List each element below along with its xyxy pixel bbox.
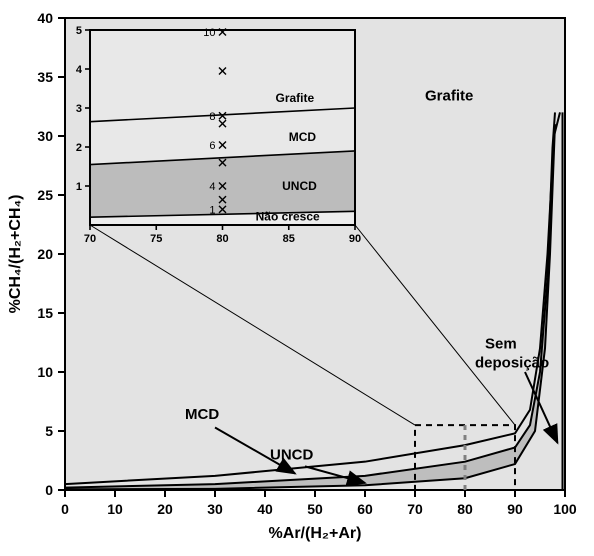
inset-xtick-label: 75	[150, 233, 162, 245]
inset-point-label: 4	[209, 181, 215, 193]
inset-point-label: 6	[209, 140, 215, 152]
label-grafite: Grafite	[425, 88, 473, 105]
inset-point-label: 10	[203, 27, 215, 39]
y-tick-label: 5	[45, 423, 53, 439]
inset-xtick-label: 90	[349, 233, 361, 245]
y-axis-title: %CH₄/(H₂+CH₄)	[7, 195, 24, 314]
inset-xtick-label: 85	[283, 233, 295, 245]
inset-point-label: 8	[209, 111, 215, 123]
y-tick-label: 20	[37, 246, 53, 262]
label-mcd: MCD	[185, 406, 219, 423]
y-tick-label: 10	[37, 364, 53, 380]
y-tick-label: 40	[37, 10, 53, 26]
x-tick-label: 80	[457, 501, 473, 517]
x-tick-label: 70	[407, 501, 423, 517]
y-tick-label: 35	[37, 69, 53, 85]
inset-point-label: 1	[209, 204, 215, 216]
x-tick-label: 20	[157, 501, 173, 517]
inset-ytick-label: 5	[76, 25, 82, 37]
y-tick-label: 30	[37, 128, 53, 144]
y-tick-label: 0	[45, 482, 53, 498]
x-tick-label: 60	[357, 501, 373, 517]
inset-xtick-label: 80	[216, 233, 228, 245]
inset-label-nogrow: Não cresce	[256, 209, 320, 223]
x-axis-title: %Ar/(H₂+Ar)	[269, 525, 362, 542]
x-tick-label: 100	[553, 501, 577, 517]
inset-label-grafite: Grafite	[276, 91, 315, 105]
inset-ytick-label: 4	[76, 64, 83, 76]
x-tick-label: 10	[107, 501, 123, 517]
x-tick-label: 40	[257, 501, 273, 517]
x-tick-label: 50	[307, 501, 323, 517]
inset-ytick-label: 3	[76, 103, 82, 115]
inset-ytick-label: 1	[76, 181, 82, 193]
label-sem-2: deposição	[475, 354, 549, 371]
y-tick-label: 25	[37, 187, 53, 203]
y-tick-label: 15	[37, 305, 53, 321]
inset: 70 75 80 85 90 1 2 3 4 5 Grafite MCD UNCD Não cresce 1…	[76, 25, 361, 245]
x-tick-label: 0	[61, 501, 69, 517]
inset-label-mcd: MCD	[289, 130, 317, 144]
inset-ytick-label: 2	[76, 142, 82, 154]
label-sem-1: Sem	[485, 335, 517, 352]
label-uncd: UNCD	[270, 446, 313, 463]
inset-label-uncd: UNCD	[282, 179, 317, 193]
x-tick-label: 30	[207, 501, 223, 517]
inset-xtick-label: 70	[84, 233, 96, 245]
x-tick-label: 90	[507, 501, 523, 517]
